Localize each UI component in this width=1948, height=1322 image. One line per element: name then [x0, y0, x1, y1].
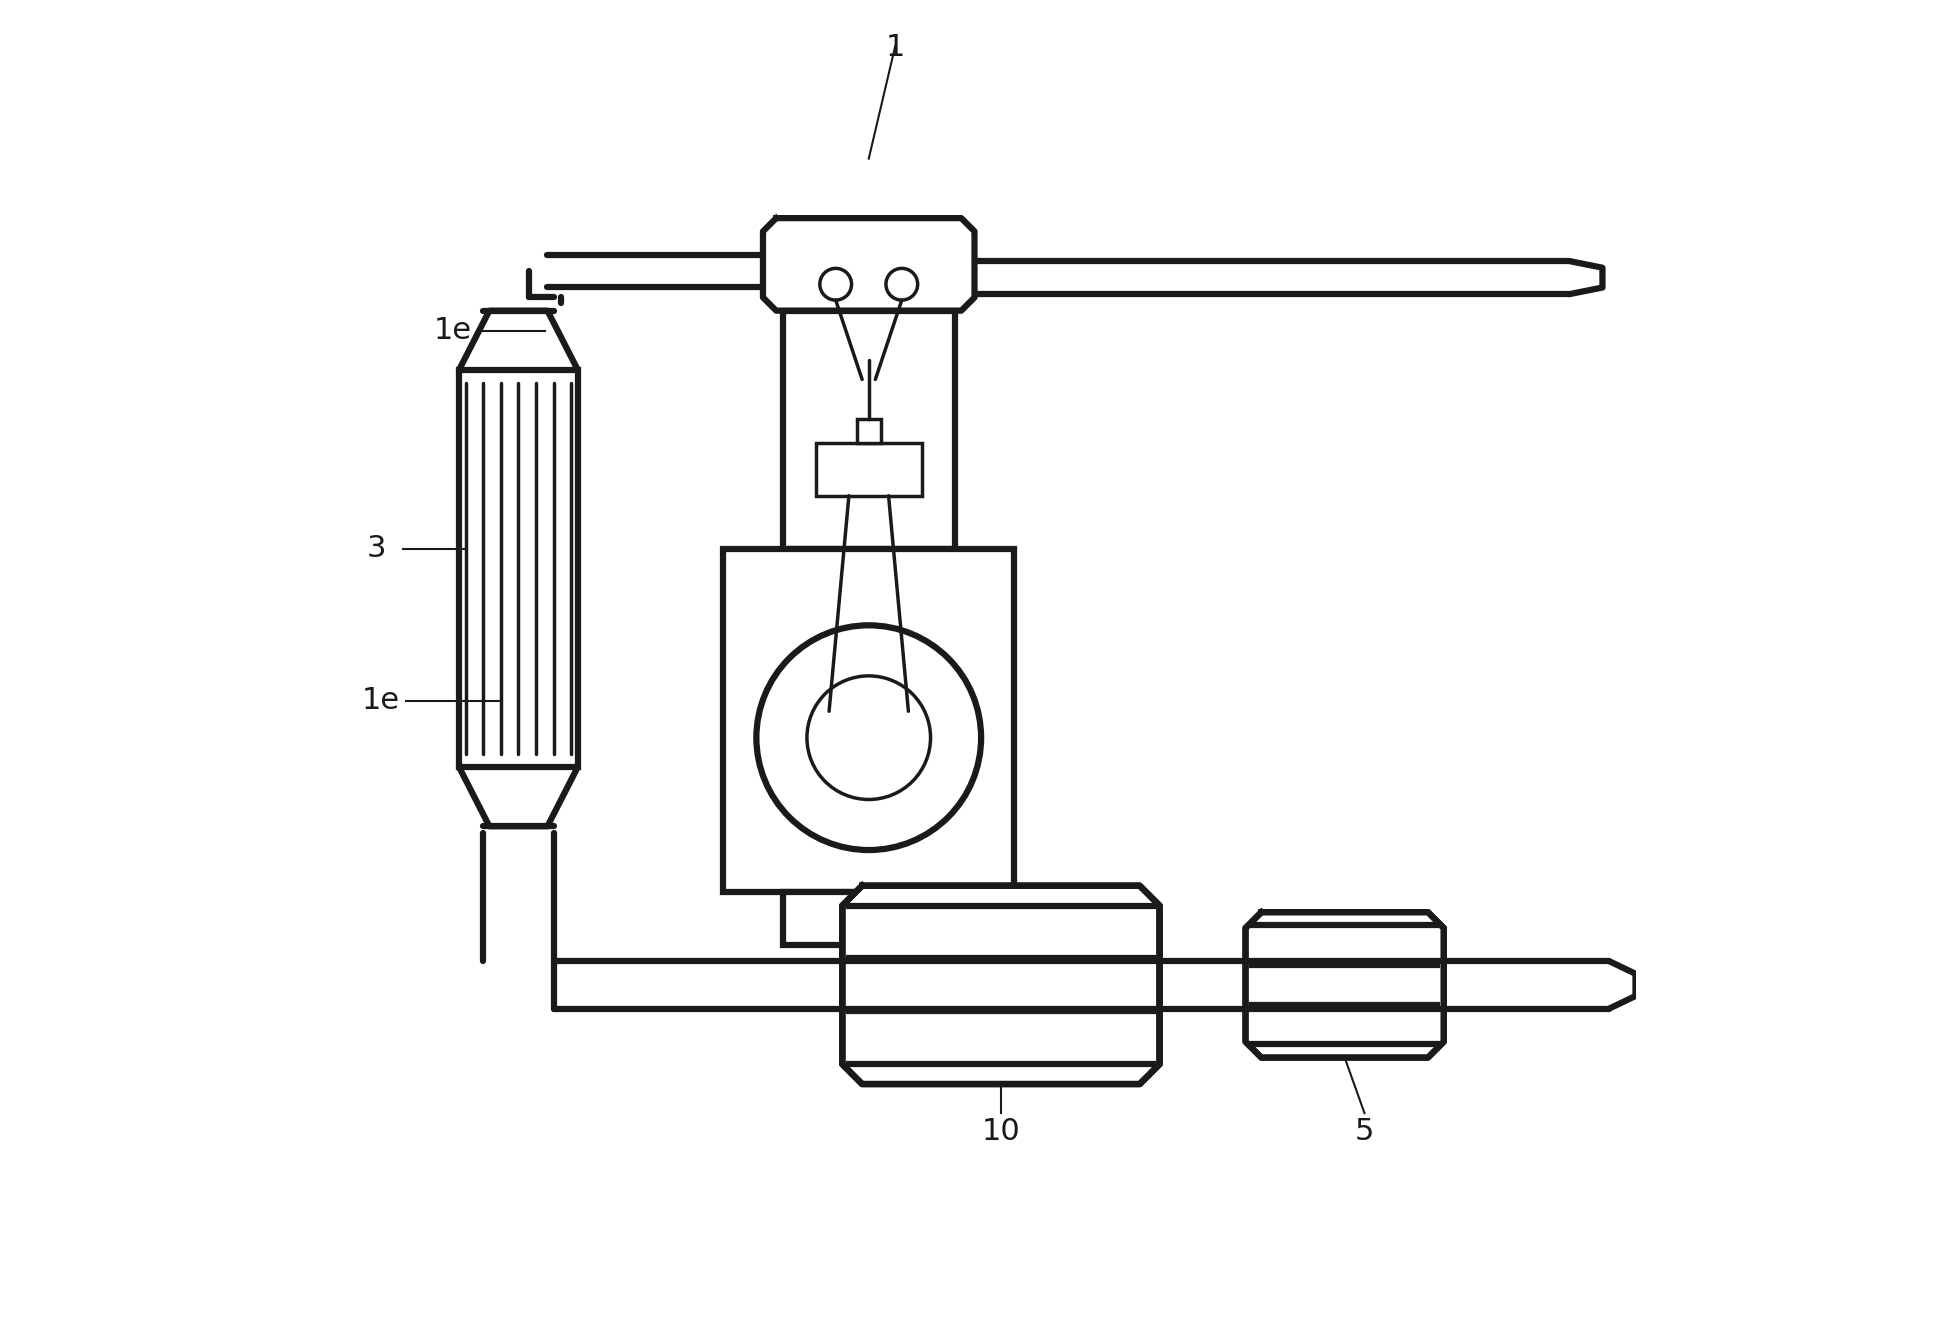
Polygon shape	[842, 886, 1159, 1084]
Circle shape	[756, 625, 980, 850]
Bar	[857, 419, 880, 443]
Text: 1: 1	[884, 33, 904, 62]
Bar	[723, 549, 1013, 892]
Bar	[783, 892, 955, 945]
Text: 3: 3	[366, 534, 386, 563]
Circle shape	[806, 676, 929, 800]
Polygon shape	[1245, 912, 1443, 1058]
Text: 5: 5	[1354, 1117, 1373, 1146]
Bar	[458, 370, 579, 767]
Circle shape	[886, 268, 918, 300]
Text: 1e: 1e	[360, 686, 399, 715]
Circle shape	[820, 268, 851, 300]
Bar	[816, 443, 921, 496]
Text: 1e: 1e	[434, 316, 471, 345]
Text: 10: 10	[982, 1117, 1021, 1146]
Bar	[783, 311, 955, 549]
